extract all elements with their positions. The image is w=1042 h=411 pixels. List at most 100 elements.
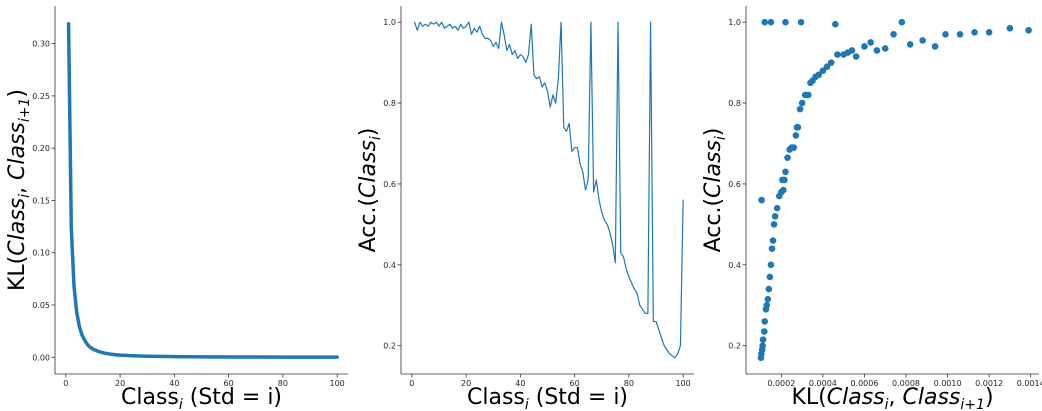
scatter-point xyxy=(771,212,779,220)
x-axis-label: KL(Classi, Classi+1) xyxy=(791,385,993,411)
scatter-point xyxy=(1025,26,1032,34)
x-tick-label: 60 xyxy=(224,379,234,388)
scatter-point xyxy=(827,59,835,66)
scatter-point xyxy=(758,196,765,204)
axis-ticks: 0 20 40 60 80 100 0.2 0.4 0.6 0.8 1.0 xyxy=(383,18,691,388)
scatter-point xyxy=(931,43,939,50)
scatter-point xyxy=(765,285,773,293)
scatter-point xyxy=(798,99,806,107)
scatter-point xyxy=(784,154,791,161)
x-tick-label: 80 xyxy=(278,379,288,388)
y-tick-label: 0.6 xyxy=(728,180,741,189)
y-axis-label: Acc.(Classi) xyxy=(356,128,384,253)
x-tick-label: 0.0006 xyxy=(850,379,878,388)
scatter-point xyxy=(768,245,776,252)
scatter-point xyxy=(773,204,781,212)
scatter-point xyxy=(767,18,775,26)
scatter-point xyxy=(898,18,906,26)
plot-marks xyxy=(66,22,339,359)
y-tick-label: 0.6 xyxy=(383,180,396,189)
y-axis-label: Acc.(Classi) xyxy=(701,128,729,253)
x-tick-label: 100 xyxy=(330,379,345,388)
series-line xyxy=(66,22,339,359)
accuracy-by-class-panel: 0 20 40 60 80 100 0.2 0.4 0.6 0.8 1.0 Classi (Std … xyxy=(356,6,694,411)
scatter-point xyxy=(790,144,798,151)
y-tick-label: 0.2 xyxy=(728,342,741,351)
plot-marks xyxy=(757,18,1032,362)
scatter-point xyxy=(760,328,768,335)
y-tick-label: 0.30 xyxy=(32,40,50,49)
y-tick-label: 0.15 xyxy=(32,196,50,205)
plot-marks xyxy=(413,21,684,359)
x-tick-label: 0.0004 xyxy=(809,379,837,388)
series-line xyxy=(413,21,684,359)
x-tick-label: 100 xyxy=(676,379,691,388)
scatter-point xyxy=(769,237,777,244)
scatter-point xyxy=(852,53,860,60)
scatter-point xyxy=(767,261,775,269)
scatter-point xyxy=(819,67,827,75)
scatter-point xyxy=(794,124,802,131)
scatter-point xyxy=(1006,24,1014,32)
x-tick-label: 80 xyxy=(624,379,634,388)
scatter-point xyxy=(797,18,805,26)
x-tick-label: 60 xyxy=(570,379,580,388)
y-tick-label: 0.00 xyxy=(32,353,50,362)
scatter-point xyxy=(890,31,897,38)
x-tick-label: 0.0002 xyxy=(767,379,795,388)
scatter-point xyxy=(971,28,978,36)
scatter-point xyxy=(782,168,789,176)
scatter-point xyxy=(805,91,812,99)
scatter-point xyxy=(815,71,823,79)
x-tick-label: 0 xyxy=(409,379,414,388)
x-tick-label: 0 xyxy=(63,379,68,388)
scatter-point xyxy=(796,105,804,113)
scatter-point xyxy=(919,37,926,44)
scatter-point xyxy=(759,342,766,349)
scatter-point xyxy=(832,20,839,28)
x-tick-label: 40 xyxy=(169,379,179,388)
y-tick-label: 1.0 xyxy=(383,18,396,27)
scatter-point xyxy=(766,273,774,281)
y-tick-label: 0.4 xyxy=(383,261,396,270)
x-tick-label: 0.0014 xyxy=(1017,379,1042,388)
scatter-point xyxy=(942,31,949,38)
kl-divergence-panel: 0 20 40 60 80 100 0.00 0.05 0.10 0.15 0.20 0.25 0.30… xyxy=(5,6,348,411)
scatter-point xyxy=(764,295,772,303)
y-tick-label: 0.25 xyxy=(32,92,50,101)
scatter-point xyxy=(761,18,769,26)
scatter-point xyxy=(861,43,868,50)
accuracy-vs-kl-panel: 0.0002 0.0004 0.0006 0.0008 0.0010 0.0012 0.00… xyxy=(701,6,1042,411)
y-tick-label: 0.8 xyxy=(728,99,741,108)
y-tick-label: 0.4 xyxy=(728,261,741,270)
x-tick-label: 0.0008 xyxy=(892,379,920,388)
axis-ticks: 0.0002 0.0004 0.0006 0.0008 0.0010 0.0012 0.00… xyxy=(728,18,1042,388)
scatter-point xyxy=(873,47,881,54)
x-tick-label: 40 xyxy=(515,379,525,388)
scatter-point xyxy=(770,221,778,228)
scatter-point xyxy=(867,39,874,46)
y-tick-label: 1.0 xyxy=(728,18,741,27)
y-tick-label: 0.8 xyxy=(383,99,396,108)
x-tick-label: 0.0010 xyxy=(934,379,962,388)
scatter-point xyxy=(792,132,800,139)
scatter-point xyxy=(759,336,767,343)
scatter-point xyxy=(834,51,841,58)
scatter-point xyxy=(780,186,787,194)
y-tick-label: 0.10 xyxy=(32,249,50,258)
x-tick-label: 20 xyxy=(461,379,471,388)
scatter-point xyxy=(906,41,914,48)
y-tick-label: 0.2 xyxy=(383,342,396,351)
scatter-point xyxy=(761,318,769,325)
y-tick-label: 0.05 xyxy=(32,301,50,310)
scatter-point xyxy=(781,176,788,184)
scatter-point xyxy=(823,63,831,70)
scatter-point xyxy=(763,301,771,309)
y-axis-label: KL(Classi, Classi+1) xyxy=(5,89,33,291)
scatter-point xyxy=(985,28,993,36)
x-tick-label: 0.0012 xyxy=(975,379,1003,388)
x-axis-label: Classi (Std = i) xyxy=(467,385,628,411)
axis-ticks: 0 20 40 60 80 100 0.00 0.05 0.10 0.15 0.20 0.25 0.30 xyxy=(32,40,345,388)
scatter-point xyxy=(956,31,964,38)
